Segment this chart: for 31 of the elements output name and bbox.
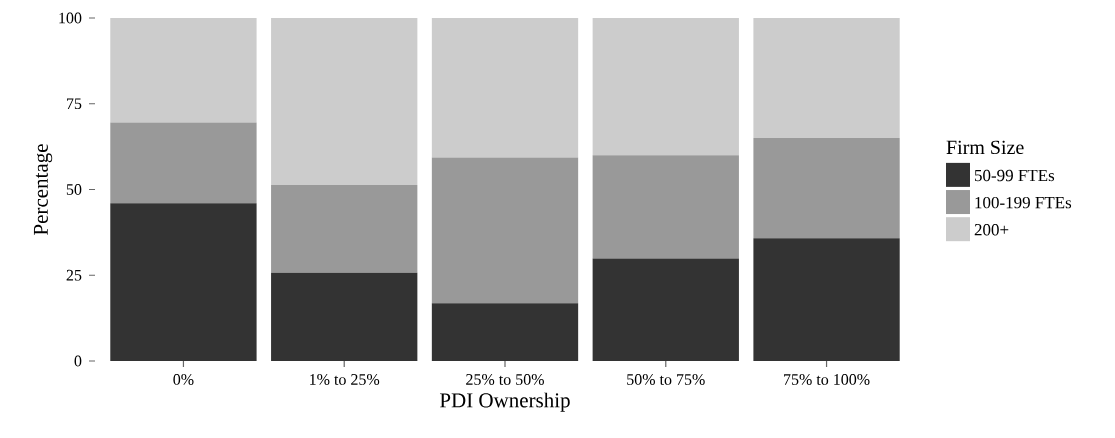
bar [431, 157, 579, 304]
x-tick-label: 50% to 75% [627, 374, 705, 385]
y-tick-label: 75 [67, 98, 82, 110]
bar [271, 17, 418, 186]
y-tick-label: 50 [66, 184, 82, 195]
bar [431, 18, 579, 158]
bar [110, 18, 257, 123]
x-tick-label: 0% [173, 374, 194, 385]
bar [753, 18, 900, 139]
x-axis-title: PDI Ownership [439, 392, 570, 412]
y-axis-title: Percentage [33, 144, 53, 235]
bar [271, 272, 418, 361]
bar [431, 303, 579, 361]
y-tick-label: 25 [66, 269, 82, 281]
bar [753, 138, 900, 239]
legend-label: 200+ [974, 224, 1009, 236]
y-tick-label: 100 [59, 12, 82, 24]
legend-title: Firm Size [946, 140, 1024, 155]
y-tick-label: 0 [74, 355, 82, 367]
x-tick-label: 1% to 25% [310, 374, 380, 385]
legend-label: 50-99 FTEs [974, 169, 1055, 182]
bar [271, 185, 418, 273]
bar [110, 122, 257, 204]
x-tick-label: 25% to 50% [466, 374, 544, 385]
bar [110, 203, 257, 361]
x-tick-label: 75% to 100% [784, 374, 870, 385]
bar [592, 155, 739, 259]
legend-label: 100-199 FTEs [975, 196, 1072, 209]
bar [592, 258, 739, 361]
bar [592, 18, 739, 156]
bar [753, 238, 900, 361]
